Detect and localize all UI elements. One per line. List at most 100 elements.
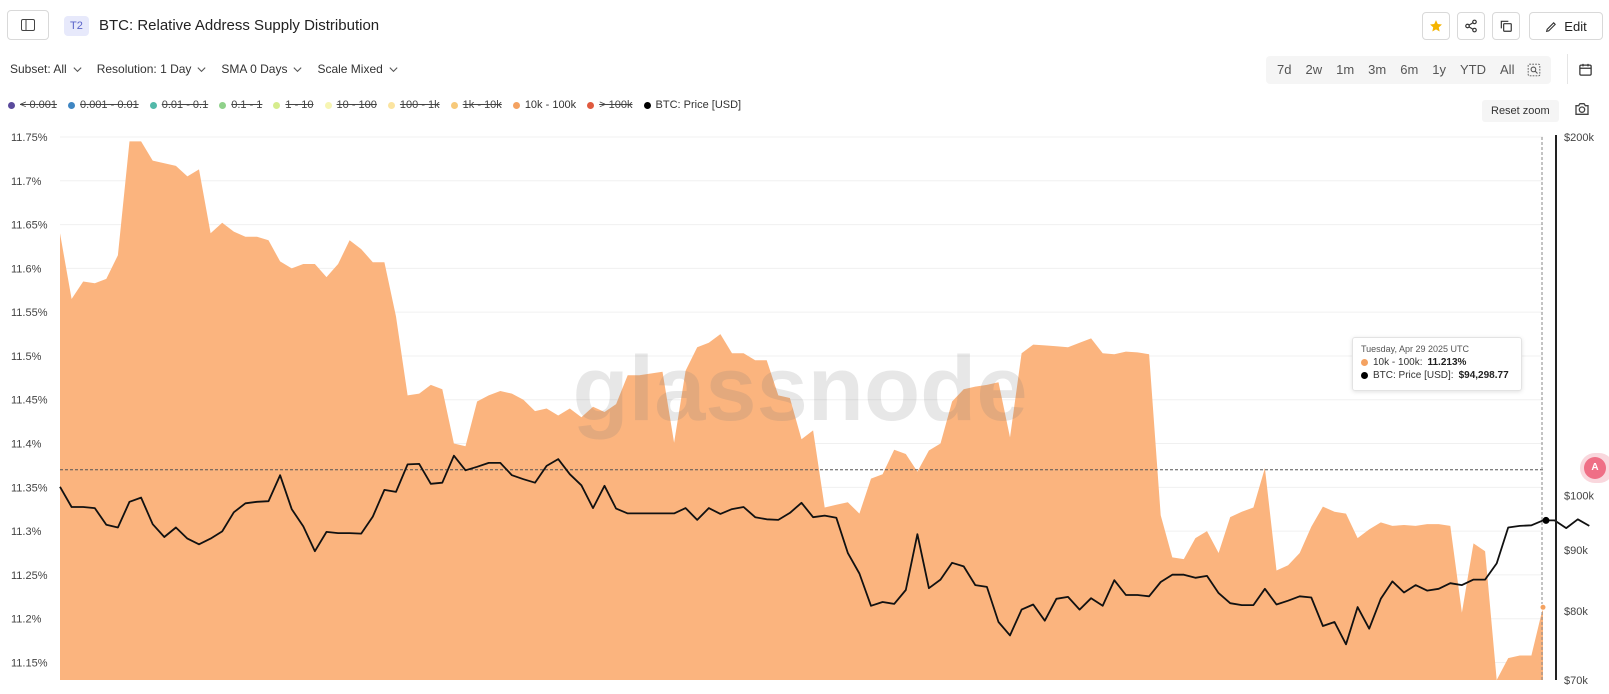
- right-axis-tick-label: $70k: [1564, 675, 1588, 687]
- right-axis-tick-label: $200k: [1564, 132, 1594, 144]
- sidebar-panel-icon: [21, 19, 35, 31]
- left-axis-tick-label: 11.55%: [11, 307, 48, 319]
- range-1y-button[interactable]: 1y: [1432, 62, 1447, 77]
- left-axis-tick-label: 11.7%: [11, 176, 42, 188]
- legend-item[interactable]: > 100k: [587, 98, 633, 112]
- range-7d-button[interactable]: 7d: [1277, 62, 1292, 77]
- legend-item[interactable]: 0.001 - 0.01: [68, 98, 139, 112]
- sidebar-toggle-button[interactable]: [7, 10, 49, 40]
- tooltip-series2-dot: [1361, 372, 1368, 379]
- tooltip-series2-label: BTC: Price [USD]:: [1373, 370, 1454, 381]
- resolution-dropdown[interactable]: Resolution: 1 Day: [97, 60, 208, 78]
- legend-dot: [68, 101, 76, 109]
- range-all-button[interactable]: All: [1500, 62, 1515, 77]
- left-axis-tick-label: 11.4%: [11, 439, 42, 451]
- left-axis-tick-label: 11.5%: [11, 351, 42, 363]
- legend-item[interactable]: 0.1 - 1: [219, 98, 262, 112]
- subset-dropdown[interactable]: Subset: All: [10, 60, 83, 78]
- zoom-select-button[interactable]: [1521, 63, 1547, 77]
- right-axis: $200k $100k $90k $80k $70k: [1564, 132, 1594, 687]
- legend-item[interactable]: 10k - 100k: [512, 98, 577, 112]
- edit-button[interactable]: Edit: [1529, 12, 1603, 40]
- scale-dropdown[interactable]: Scale Mixed: [317, 60, 398, 78]
- left-axis-tick-label: 11.15%: [11, 657, 48, 669]
- legend-item[interactable]: 10 - 100: [324, 98, 377, 112]
- sma-dropdown[interactable]: SMA 0 Days: [221, 60, 303, 78]
- legend-dot: [8, 101, 15, 109]
- price-hover-point: [1542, 516, 1550, 524]
- legend-dot: [512, 101, 520, 109]
- legend-item[interactable]: < 0.001: [8, 98, 57, 112]
- left-axis-tick-label: 11.6%: [11, 263, 42, 275]
- legend-label: 10 - 100: [336, 99, 377, 111]
- star-icon: [1430, 20, 1442, 32]
- chart-tooltip: Tuesday, Apr 29 2025 UTC 10k - 100k: 11.…: [1352, 337, 1522, 391]
- range-ytd-button[interactable]: YTD: [1460, 62, 1487, 77]
- left-axis: 11.75% 11.7% 11.65% 11.6% 11.55% 11.5% 11.45% 1…: [11, 132, 48, 669]
- legend-label: 0.001 - 0.01: [80, 99, 139, 111]
- legend-item[interactable]: 1 - 10: [273, 98, 314, 112]
- tooltip-series2-value: $94,298.77: [1458, 370, 1509, 381]
- calendar-button[interactable]: [1567, 54, 1603, 84]
- legend-dot: [324, 101, 332, 109]
- legend-label: 0.1 - 1: [231, 99, 263, 111]
- left-axis-tick-label: 11.75%: [11, 132, 48, 144]
- legend-label: 0.01 - 0.1: [161, 99, 209, 111]
- share-icon: [1465, 19, 1477, 33]
- right-axis-tick-label: $90k: [1564, 545, 1588, 557]
- legend-dot: [643, 101, 651, 109]
- legend-item[interactable]: 0.01 - 0.1: [149, 98, 209, 112]
- chart-legend: < 0.001 0.001 - 0.01 0.01 - 0.1 0.1 - 1 1 - …: [8, 98, 741, 112]
- header: T2 BTC: Relative Address Supply Distribu…: [0, 0, 1609, 52]
- legend-label: 10k - 100k: [524, 99, 577, 111]
- legend-item[interactable]: BTC: Price [USD]: [643, 98, 741, 112]
- camera-icon: [1575, 103, 1589, 115]
- legend-dot: [587, 101, 595, 109]
- left-axis-tick-label: 11.25%: [11, 570, 48, 582]
- resolution-label: Resolution: 1 Day: [96, 62, 192, 76]
- calendar-icon: [1579, 63, 1592, 76]
- tooltip-date: Tuesday, Apr 29 2025 UTC: [1361, 344, 1470, 354]
- left-axis-tick-label: 11.2%: [11, 614, 42, 626]
- legend-item[interactable]: 1k - 10k: [450, 98, 502, 112]
- favorite-button[interactable]: [1422, 12, 1450, 40]
- copy-icon: [1500, 20, 1512, 32]
- range-3m-button[interactable]: 3m: [1368, 62, 1387, 77]
- left-axis-tick-label: 11.35%: [11, 482, 48, 494]
- zoom-search-icon: [1528, 63, 1541, 77]
- reset-zoom-button[interactable]: Reset zoom: [1482, 100, 1559, 122]
- area-hover-point: [1539, 603, 1547, 611]
- legend-dot: [149, 101, 157, 109]
- scale-label: Scale Mixed: [317, 62, 383, 76]
- share-button[interactable]: [1457, 12, 1485, 40]
- price-line-series: [59, 454, 1590, 646]
- range-1m-button[interactable]: 1m: [1336, 62, 1355, 77]
- screenshot-button[interactable]: [1574, 102, 1592, 118]
- tooltip-series1-label: 10k - 100k:: [1373, 357, 1423, 368]
- range-6m-button[interactable]: 6m: [1400, 62, 1419, 77]
- legend-item[interactable]: 100 - 1k: [387, 98, 440, 112]
- left-axis-tick-label: 11.45%: [11, 395, 48, 407]
- legend-label: > 100k: [599, 99, 633, 111]
- translate-widget[interactable]: A: [1580, 453, 1609, 483]
- tier-badge: T2: [64, 16, 89, 36]
- right-axis-tick-label: $80k: [1564, 606, 1588, 618]
- sma-label: SMA 0 Days: [221, 62, 288, 76]
- legend-label: 1k - 10k: [462, 99, 502, 111]
- edit-button-label: Edit: [1564, 18, 1587, 34]
- legend-dot: [273, 101, 281, 109]
- page-title: BTC: Relative Address Supply Distributio…: [99, 17, 380, 34]
- right-axis-tick-label: $100k: [1564, 491, 1594, 503]
- subset-label: Subset: All: [10, 62, 67, 76]
- legend-label: < 0.001: [20, 99, 58, 111]
- watermark-logo: glassnode: [572, 338, 1027, 440]
- range-2w-button[interactable]: 2w: [1305, 62, 1323, 77]
- legend-dot: [219, 101, 227, 109]
- supply-distribution-chart[interactable]: glassnode 11.75%11.7%11.65%11.6%11.55%11…: [0, 124, 1609, 694]
- chevron-down-icon: [293, 66, 303, 72]
- chevron-down-icon: [73, 66, 82, 72]
- duplicate-button[interactable]: [1492, 12, 1520, 40]
- tooltip-row-series2: BTC: Price [USD]: $94,298.77: [1361, 369, 1513, 382]
- translate-icon: A: [1584, 457, 1606, 479]
- pencil-icon: [1546, 21, 1557, 32]
